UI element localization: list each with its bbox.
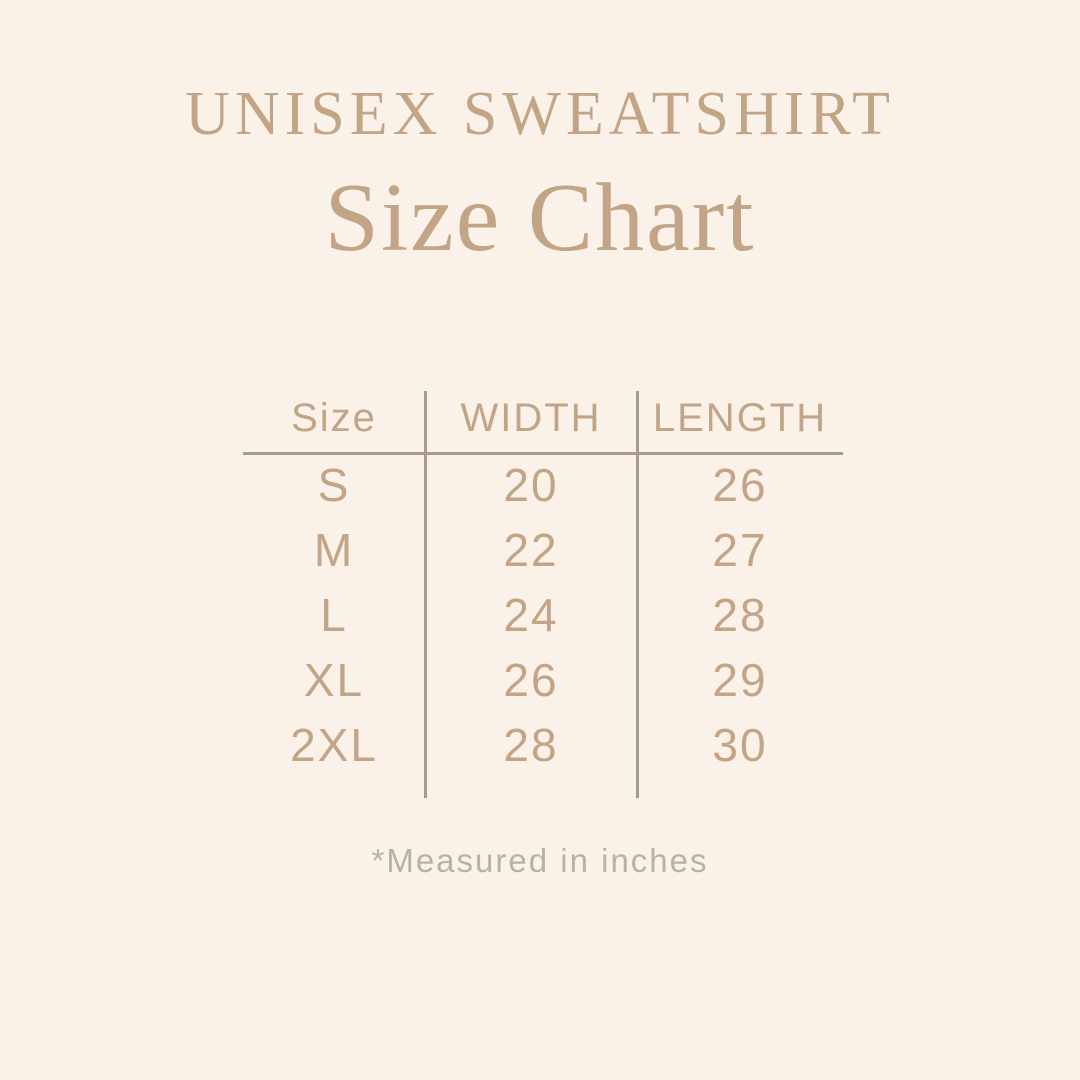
- column-divider-line: [424, 391, 427, 798]
- column-header-size: Size: [291, 396, 377, 440]
- column-header-width: WIDTH: [460, 396, 602, 440]
- size-cell: L: [320, 588, 348, 641]
- size-cell: XL: [303, 653, 365, 706]
- column-header-length: LENGTH: [652, 396, 828, 440]
- table-row: S 20 26: [243, 452, 843, 517]
- table-row: 2XL 28 30: [243, 712, 843, 777]
- table-header-row: Size WIDTH LENGTH: [243, 385, 843, 452]
- column-divider-line: [636, 391, 639, 798]
- table-row: XL 26 29: [243, 647, 843, 712]
- width-cell: 24: [503, 588, 559, 641]
- size-cell: M: [313, 523, 355, 576]
- page-subtitle: Size Chart: [324, 164, 756, 272]
- width-cell: 20: [503, 458, 559, 511]
- size-cell: 2XL: [290, 718, 378, 771]
- length-cell: 28: [712, 588, 768, 641]
- length-cell: 30: [712, 718, 768, 771]
- length-cell: 26: [712, 458, 768, 511]
- length-cell: 27: [712, 523, 768, 576]
- width-cell: 28: [503, 718, 559, 771]
- width-cell: 26: [503, 653, 559, 706]
- size-cell: S: [317, 458, 351, 511]
- measurement-note: *Measured in inches: [371, 842, 709, 879]
- table-row: L 24 28: [243, 582, 843, 647]
- width-cell: 22: [503, 523, 559, 576]
- table-row: M 22 27: [243, 517, 843, 582]
- size-table: Size WIDTH LENGTH S 20 26 M 22 27 L 24 2…: [243, 385, 843, 777]
- length-cell: 29: [712, 653, 768, 706]
- header-divider-line: [243, 452, 843, 455]
- page-title: UNISEX SWEATSHIRT: [185, 80, 895, 148]
